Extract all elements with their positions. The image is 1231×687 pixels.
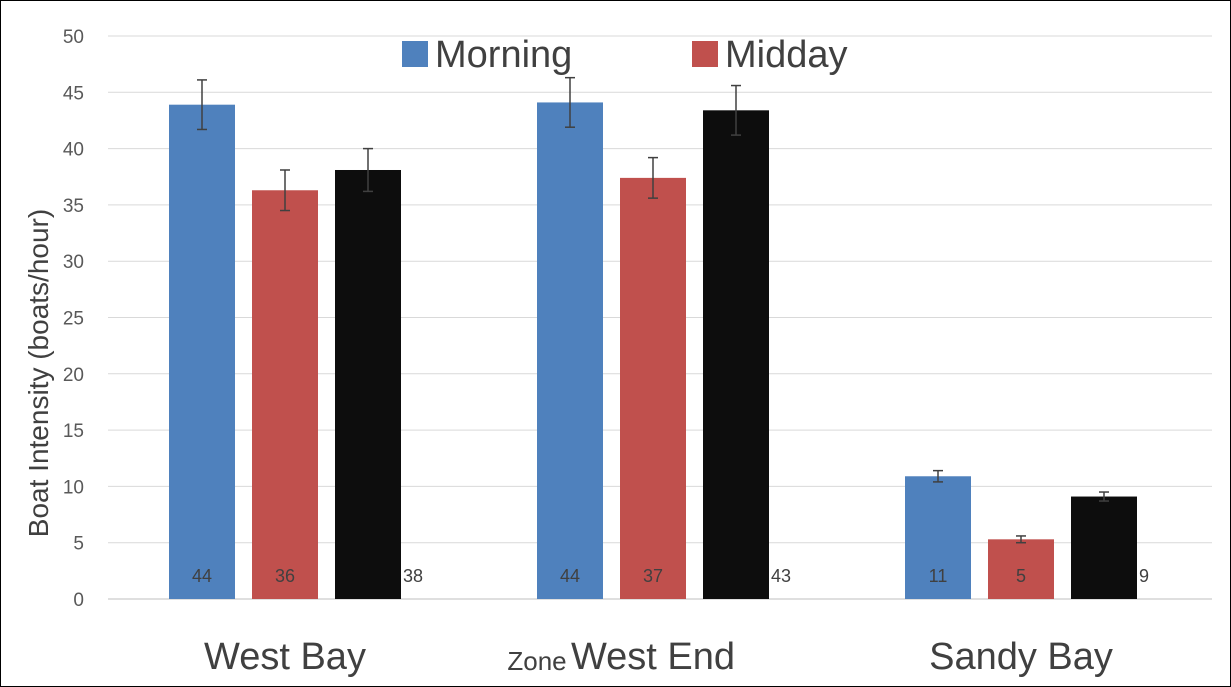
y-tick-label: 0 bbox=[73, 590, 84, 611]
y-tick-label: 20 bbox=[63, 365, 84, 386]
y-tick-label: 15 bbox=[63, 421, 84, 442]
error-bars bbox=[197, 76, 1109, 544]
data-label: 44 bbox=[192, 566, 212, 586]
y-tick-label: 10 bbox=[63, 477, 84, 498]
y-tick-label: 40 bbox=[63, 140, 84, 161]
bar bbox=[335, 169, 401, 599]
data-label: 36 bbox=[275, 566, 295, 586]
data-labels: 44 36 38 44 37 43 11 5 9 bbox=[192, 566, 1149, 586]
y-tick-label: 30 bbox=[63, 252, 84, 273]
y-tick-label: 25 bbox=[63, 309, 84, 330]
data-label: 37 bbox=[643, 566, 663, 586]
legend-swatch bbox=[692, 41, 718, 67]
legend-label: Morning bbox=[435, 34, 572, 76]
bars bbox=[169, 102, 1137, 600]
bar bbox=[169, 104, 235, 599]
legend: Morning Midday bbox=[402, 34, 848, 76]
bar bbox=[537, 102, 603, 600]
x-axis-title: Zone bbox=[507, 646, 566, 676]
legend-swatch bbox=[402, 41, 428, 67]
bar bbox=[905, 476, 971, 599]
bar bbox=[252, 190, 318, 599]
y-axis-title: Boat Intensity (boats/hour) bbox=[23, 209, 54, 537]
bar bbox=[1071, 496, 1137, 599]
y-tick-label: 35 bbox=[63, 196, 84, 217]
bar bbox=[988, 539, 1054, 599]
y-tick-labels: 0 5 10 15 20 25 30 35 40 45 50 bbox=[63, 27, 84, 611]
bar bbox=[620, 177, 686, 599]
category-label: Sandy Bay bbox=[929, 636, 1113, 678]
data-label: 38 bbox=[403, 566, 423, 586]
data-label: 11 bbox=[929, 566, 948, 586]
category-label: West End bbox=[571, 636, 735, 678]
legend-label: Midday bbox=[725, 34, 848, 76]
bar bbox=[703, 110, 769, 599]
data-label: 44 bbox=[560, 566, 580, 586]
data-label: 9 bbox=[1139, 566, 1149, 586]
category-label: West Bay bbox=[204, 636, 366, 678]
y-tick-label: 45 bbox=[63, 83, 84, 104]
category-labels: West Bay West End Sandy Bay bbox=[204, 636, 1113, 678]
y-tick-label: 5 bbox=[73, 534, 84, 555]
y-tick-label: 50 bbox=[63, 27, 84, 48]
data-label: 43 bbox=[771, 566, 791, 586]
data-label: 5 bbox=[1016, 566, 1026, 586]
